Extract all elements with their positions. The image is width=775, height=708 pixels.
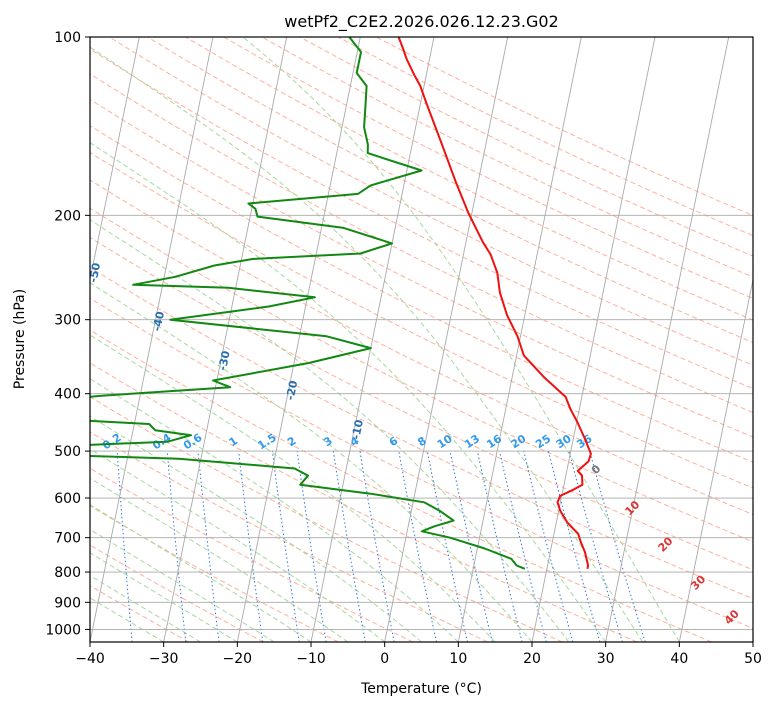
mixing-ratio-line [547, 450, 601, 642]
mixing-ratio-line [476, 450, 523, 642]
y-tick-label: 800 [54, 565, 81, 581]
moist-adiabat-line [90, 219, 570, 642]
dry-adiabat-line [185, 37, 753, 321]
mixing-ratio-line [589, 450, 646, 642]
y-tick-label: 500 [54, 444, 81, 460]
x-tick-label: −30 [149, 651, 179, 667]
moist-adiabat-line [90, 574, 201, 642]
isotherm-line [90, 37, 214, 642]
dry-adiabat-line [90, 125, 753, 463]
dry-adiabat-line [109, 37, 753, 366]
moist-adiabat-line [242, 37, 680, 642]
temperature-profile [397, 37, 592, 570]
isotherm-line [678, 277, 753, 642]
mixing-ratio-line [398, 451, 437, 642]
moist-adiabat-line [90, 378, 459, 642]
isotherm-label: -10 [349, 418, 366, 440]
x-tick-label: −20 [223, 651, 253, 667]
y-tick-label: 100 [54, 30, 81, 46]
dry-adiabat-line [90, 431, 488, 642]
isotherm-label: -30 [216, 349, 233, 371]
dry-adiabat-line [90, 266, 753, 600]
isotherm-label: -50 [87, 261, 104, 283]
x-tick-label: 0 [380, 651, 389, 667]
dry-adiabat-line [90, 544, 264, 642]
sounding-profiles [90, 37, 592, 570]
mixing-ratio-line [568, 450, 623, 642]
mixing-ratio-line [426, 451, 468, 642]
y-axis-label: Pressure (hPa) [12, 289, 28, 389]
dewpoint-profile [90, 37, 526, 570]
x-tick-label: 40 [670, 651, 688, 667]
dry-adiabat-line [147, 37, 753, 344]
x-tick-label: 10 [449, 651, 467, 667]
moist-adiabat-line [90, 597, 164, 642]
dry-adiabat-line [90, 329, 712, 642]
dry-adiabat-line [223, 37, 753, 299]
moist-adiabat-line [90, 477, 349, 642]
chart-title: wetPf2_C2E2.2026.026.12.23.G02 [284, 12, 558, 32]
y-tick-label: 1000 [45, 622, 81, 638]
mixing-ratio-line [499, 450, 547, 642]
y-tick-label: 300 [54, 313, 81, 329]
mixing-ratio-line [166, 451, 187, 642]
y-tick-label: 700 [54, 531, 81, 547]
x-tick-label: 30 [597, 651, 615, 667]
isotherm-line [90, 37, 140, 282]
isotherm-label: -20 [284, 379, 301, 401]
x-tick-label: −40 [75, 651, 105, 667]
isotherm-label: -40 [150, 310, 167, 332]
dry-adiabat-line [90, 236, 753, 571]
dry-adiabat-line [90, 505, 339, 642]
y-tick-label: 600 [54, 491, 81, 507]
moist-adiabat-line [90, 282, 533, 642]
isotherm-label: -60 [22, 219, 39, 241]
dry-adiabat-line [90, 396, 563, 642]
isotherm-line [384, 37, 509, 642]
y-axis: 1000 900 800 700 600 500 400 300 200 100 [45, 30, 90, 638]
x-tick-label: 50 [744, 651, 762, 667]
y-tick-label: 900 [54, 595, 81, 611]
y-tick-label: 200 [54, 208, 81, 224]
x-tick-label: −10 [296, 651, 326, 667]
mixing-ratio-line [271, 451, 300, 642]
x-axis-label: Temperature (°C) [360, 681, 482, 697]
mixing-ratio-line [238, 451, 264, 642]
isotherm-line [457, 37, 582, 642]
isotherm-line [236, 37, 361, 642]
plot-background [90, 37, 753, 642]
dry-adiabat-line [90, 179, 753, 516]
x-tick-label: 20 [523, 651, 541, 667]
moist-adiabat-line [90, 142, 607, 642]
y-tick-label: 400 [54, 387, 81, 403]
moist-adiabat-line [90, 552, 238, 642]
moist-adiabat-line [90, 415, 422, 642]
mixing-ratio-line [523, 450, 574, 642]
isotherm-line [531, 37, 656, 642]
mixing-ratio-line [197, 451, 220, 642]
isotherm-line [310, 37, 435, 642]
isotherm-line [752, 639, 753, 642]
pressure-gridlines [90, 37, 753, 630]
plot-frame [89, 36, 754, 643]
x-axis: −40 −30 −20 −10 0 10 20 30 40 50 [75, 642, 762, 667]
mixing-ratio-line [296, 451, 327, 642]
dry-adiabat-line [90, 207, 753, 543]
isotherm-line [0, 37, 66, 642]
isotherm-line [605, 37, 730, 642]
dry-adiabat-line [90, 151, 753, 489]
isotherm-line [163, 37, 288, 642]
